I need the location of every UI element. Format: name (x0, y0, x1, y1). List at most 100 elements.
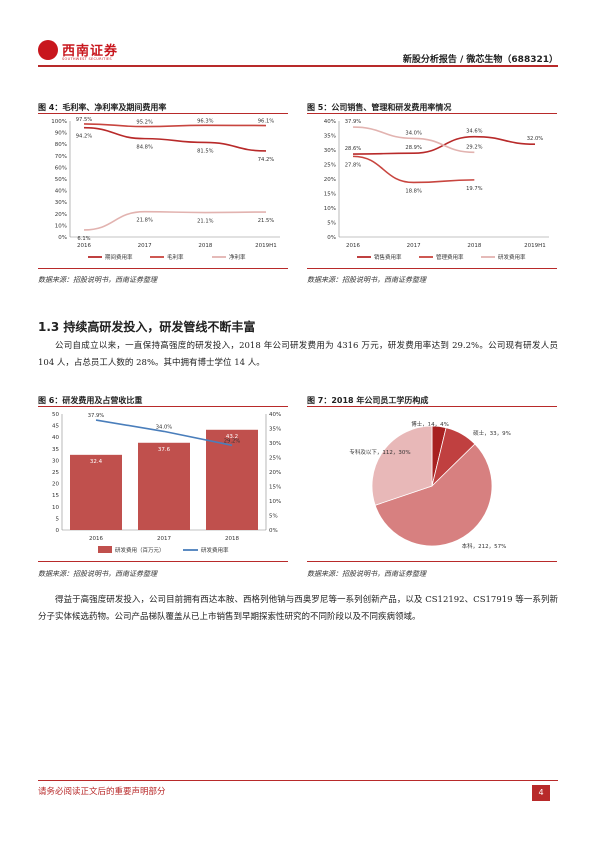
data-label: 74.2% (258, 157, 275, 163)
data-label: 34.0% (405, 130, 422, 136)
y-tick-label: 80% (55, 142, 67, 148)
y-tick-label: 60% (55, 165, 67, 171)
y2-tick-label: 10% (269, 499, 281, 505)
x-tick-label: 2017 (138, 243, 152, 249)
x-tick-label: 2016 (77, 243, 91, 249)
series-line (83, 210, 267, 231)
y-tick-label: 90% (55, 131, 67, 137)
data-label: 18.8% (405, 188, 422, 194)
rate-label: 37.9% (88, 413, 105, 419)
fig5-top-rule (307, 113, 557, 114)
fig4-title: 图 4：毛利率、净利率及期间费用率 (38, 103, 167, 112)
fig5-source: 数据来源：招股说明书，西南证券整理 (307, 276, 426, 284)
data-label: 84.8% (136, 145, 153, 151)
y-tick-label: 20% (324, 177, 336, 183)
y-tick-label: 20 (52, 482, 59, 488)
x-tick-label: 2019H1 (255, 243, 277, 249)
y2-tick-label: 40% (269, 412, 281, 418)
data-label: 29.2% (466, 144, 483, 150)
legend-label: 研发费用（百万元） (115, 546, 165, 554)
bar (206, 429, 258, 530)
y-tick-label: 10 (52, 505, 59, 511)
slice-label: 博士，14，4% (411, 420, 449, 428)
y2-tick-label: 25% (269, 456, 281, 462)
data-label: 28.6% (345, 146, 362, 152)
y-tick-label: 15% (324, 192, 336, 198)
data-label: 27.8% (345, 162, 362, 168)
y-tick-label: 35 (52, 447, 59, 453)
data-label: 95.2% (136, 120, 153, 126)
legend-label: 期间费用率 (105, 253, 133, 261)
fig4-top-rule (38, 113, 288, 114)
legend-swatch (98, 546, 112, 553)
legend-label: 销售费用率 (374, 253, 402, 261)
series-line (83, 123, 267, 128)
y-tick-label: 45 (52, 424, 59, 430)
y2-tick-label: 0% (269, 528, 278, 534)
data-label: 34.6% (466, 129, 483, 135)
y2-tick-label: 20% (269, 470, 281, 476)
x-tick-label: 2017 (407, 243, 421, 249)
y2-tick-label: 30% (269, 441, 281, 447)
fig4-source: 数据来源：招股说明书，西南证券整理 (38, 276, 157, 284)
rate-label: 29.2% (224, 438, 241, 444)
series-line (352, 135, 536, 155)
legend-label: 研发费用率 (201, 546, 229, 554)
slice-label: 专科及以下，112，30% (349, 448, 410, 456)
y-tick-label: 5 (56, 516, 60, 522)
slice-label: 硕士，33，9% (473, 429, 511, 437)
fig6-top-rule (38, 406, 288, 407)
slice-label: 本科，212，57% (462, 542, 507, 550)
data-label: 97.5% (76, 117, 93, 123)
bar (138, 442, 190, 530)
fig7-chart: 博士，14，4% 硕士，33，9% 本科，212，57% 专科及以下，112，30% (349, 420, 511, 550)
header-divider (38, 65, 558, 67)
data-label: 21.8% (136, 218, 153, 224)
y-tick-label: 0% (58, 235, 67, 241)
fig6-source: 数据来源：招股说明书，西南证券整理 (38, 570, 157, 578)
fig6-bottom-rule (38, 561, 288, 562)
brand-subtitle: SOUTHWEST SECURITIES (62, 57, 112, 61)
x-tick-label: 2018 (467, 243, 481, 249)
section-heading: 1.3 持续高研发投入，研发管线不断丰富 (38, 320, 256, 334)
pie-slice (374, 443, 493, 547)
brand-logo-icon (38, 40, 58, 60)
series-line (352, 155, 475, 184)
bar (70, 454, 122, 530)
y-tick-label: 40 (52, 435, 59, 441)
data-label: 6.1% (77, 236, 90, 242)
data-label: 94.2% (76, 134, 93, 140)
bar-label: 32.4 (90, 459, 103, 465)
x-tick-label: 2019H1 (524, 243, 546, 249)
fig7-title: 图 7：2018 年公司员工学历构成 (307, 396, 429, 405)
y2-tick-label: 5% (269, 514, 278, 520)
rate-line (95, 419, 233, 447)
y-tick-label: 40% (324, 119, 336, 125)
fig6-chart: 0 5 10 15 20 25 30 35 40 45 50 0% 5% 10% 15% 20% 25% 30% 3… (52, 412, 281, 554)
data-label: 96.1% (258, 119, 275, 125)
footer-divider (38, 780, 558, 781)
bar-label: 43.2 (226, 434, 238, 440)
data-label: 37.9% (345, 119, 362, 125)
legend-label: 研发费用率 (498, 253, 526, 261)
fig6-title: 图 6：研发费用及占营收比重 (38, 396, 143, 405)
y2-tick-label: 15% (269, 485, 281, 491)
y-tick-label: 30% (324, 148, 336, 154)
section-paragraph-1: 公司自成立以来，一直保持高强度的研发投入，2018 年公司研发费用为 4316 … (38, 341, 558, 368)
legend-label: 净利率 (229, 253, 246, 261)
x-tick-label: 2016 (89, 536, 103, 542)
fig4-chart: 0% 10% 20% 30% 40% 50% 60% 70% 80% 90% 100% 2016 201… (51, 117, 280, 261)
y-tick-label: 30 (52, 458, 59, 464)
series-line (352, 126, 475, 154)
data-label: 21.5% (258, 218, 275, 224)
fig5-title: 图 5：公司销售、管理和研发费用率情况 (307, 103, 452, 112)
data-label: 19.7% (466, 186, 483, 192)
y-tick-label: 25 (52, 470, 59, 476)
y-tick-label: 50% (55, 177, 67, 183)
fig7-source: 数据来源：招股说明书，西南证券整理 (307, 570, 426, 578)
fig5-chart: 0% 5% 10% 15% 20% 25% 30% 35% 40% 2016 2017 2018 201… (324, 119, 549, 261)
y-tick-label: 0 (56, 528, 60, 534)
y-tick-label: 30% (55, 200, 67, 206)
y-tick-label: 25% (324, 163, 336, 169)
fig4-bottom-rule (38, 268, 288, 269)
